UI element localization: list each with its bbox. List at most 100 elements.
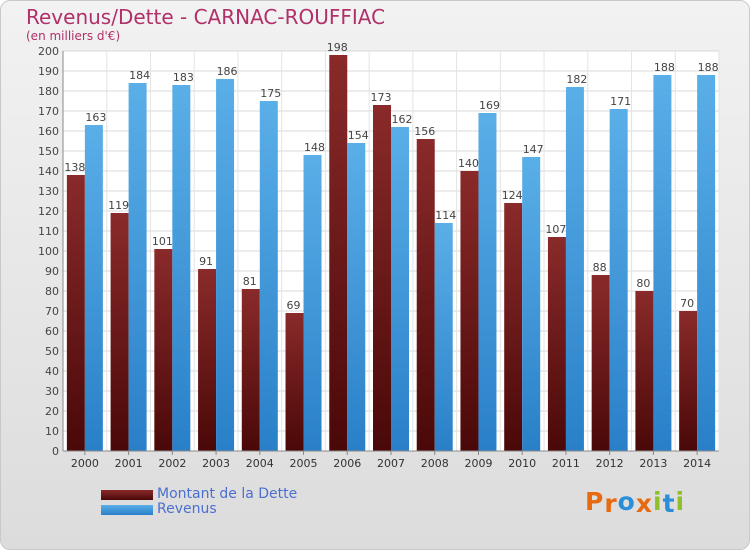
- bar-debt-2008: [416, 139, 435, 451]
- bar-revenus-2014: [697, 75, 716, 451]
- bar-revenus-2002: [172, 85, 191, 451]
- logo-letter: o: [617, 487, 636, 516]
- x-tick-label: 2005: [290, 457, 318, 470]
- bar-debt-2007: [373, 105, 391, 451]
- y-tick-label: 170: [38, 105, 59, 118]
- x-tick-label: 2008: [421, 457, 449, 470]
- legend-swatch-debt: [101, 490, 153, 500]
- logo-letter: i: [653, 487, 663, 516]
- y-tick-label: 110: [38, 225, 59, 238]
- y-tick-label: 40: [45, 365, 59, 378]
- data-label-revenus-2000: 163: [85, 111, 106, 124]
- bar-debt-2002: [154, 249, 173, 451]
- y-tick-label: 190: [38, 65, 59, 78]
- y-tick-label: 130: [38, 185, 59, 198]
- data-label-revenus-2009: 169: [479, 99, 500, 112]
- data-label-revenus-2004: 175: [260, 87, 281, 100]
- bar-revenus-2001: [128, 83, 147, 451]
- logo-letter: r: [604, 489, 618, 518]
- x-tick-label: 2010: [508, 457, 536, 470]
- logo-letter: i: [675, 487, 686, 516]
- y-tick-label: 90: [45, 265, 59, 278]
- y-tick-label: 30: [45, 385, 59, 398]
- data-label-revenus-2003: 186: [217, 65, 238, 78]
- data-label-revenus-2001: 184: [129, 69, 150, 82]
- legend-swatch-revenus: [101, 505, 153, 515]
- bar-debt-2000: [66, 175, 85, 451]
- y-tick-label: 80: [45, 285, 59, 298]
- data-label-revenus-2006: 154: [348, 129, 369, 142]
- y-tick-label: 160: [38, 125, 59, 138]
- chart-subtitle: (en milliers d'€): [26, 29, 121, 43]
- data-label-debt-2009: 140: [458, 157, 479, 170]
- x-tick-label: 2009: [464, 457, 492, 470]
- bar-revenus-2011: [565, 87, 584, 451]
- bar-debt-2005: [285, 313, 304, 451]
- y-tick-label: 200: [38, 45, 59, 58]
- x-tick-label: 2011: [552, 457, 580, 470]
- y-tick-label: 180: [38, 85, 59, 98]
- data-label-revenus-2007: 162: [392, 113, 413, 126]
- data-label-revenus-2011: 182: [566, 73, 587, 86]
- bar-revenus-2007: [391, 127, 409, 451]
- data-label-debt-2000: 138: [64, 161, 85, 174]
- bar-debt-2013: [635, 291, 654, 451]
- data-label-debt-2007: 173: [371, 91, 392, 104]
- bar-revenus-2009: [478, 113, 497, 451]
- data-label-debt-2008: 156: [414, 125, 435, 138]
- bar-debt-2006: [329, 55, 348, 451]
- y-tick-label: 10: [45, 425, 59, 438]
- data-label-debt-2005: 69: [287, 299, 301, 312]
- x-tick-label: 2000: [71, 457, 99, 470]
- data-label-debt-2014: 70: [680, 297, 694, 310]
- y-tick-label: 50: [45, 345, 59, 358]
- bar-debt-2010: [504, 203, 523, 451]
- bar-debt-2004: [241, 289, 260, 451]
- proxiti-logo: Proxiti: [585, 487, 686, 518]
- x-tick-label: 2013: [639, 457, 667, 470]
- y-tick-label: 100: [38, 245, 59, 258]
- bar-revenus-2006: [347, 143, 366, 451]
- data-label-revenus-2013: 188: [654, 61, 675, 74]
- data-label-debt-2003: 91: [199, 255, 213, 268]
- x-tick-label: 2001: [115, 457, 143, 470]
- data-labels: 138 163 119 184 101 183 91 186 81 175 69 148 198 154 1…: [64, 41, 718, 312]
- bar-revenus-2004: [259, 101, 278, 451]
- x-tick-label: 2012: [596, 457, 624, 470]
- data-label-revenus-2010: 147: [523, 143, 544, 156]
- bars: [66, 55, 716, 451]
- data-label-debt-2013: 80: [636, 277, 650, 290]
- data-label-debt-2006: 198: [327, 41, 348, 54]
- data-label-debt-2011: 107: [545, 223, 566, 236]
- data-label-debt-2004: 81: [243, 275, 257, 288]
- legend-label-revenus: Revenus: [157, 501, 217, 517]
- data-label-revenus-2008: 114: [435, 209, 456, 222]
- bar-debt-2011: [547, 237, 566, 451]
- data-label-debt-2001: 119: [108, 199, 129, 212]
- bar-revenus-2003: [216, 79, 235, 451]
- x-tick-label: 2002: [158, 457, 186, 470]
- bar-debt-2001: [110, 213, 129, 451]
- logo-letter: P: [585, 487, 605, 516]
- x-tick-label: 2014: [683, 457, 711, 470]
- y-tick-label: 140: [38, 165, 59, 178]
- y-tick-label: 20: [45, 405, 59, 418]
- bar-revenus-2012: [609, 109, 628, 451]
- x-tick-label: 2006: [333, 457, 361, 470]
- bar-debt-2014: [679, 311, 698, 451]
- data-label-debt-2010: 124: [502, 189, 523, 202]
- bar-revenus-2008: [434, 223, 453, 451]
- y-tick-label: 120: [38, 205, 59, 218]
- logo-letter: x: [635, 489, 653, 518]
- data-label-revenus-2012: 171: [610, 95, 631, 108]
- bar-debt-2003: [198, 269, 217, 451]
- data-label-revenus-2014: 188: [698, 61, 719, 74]
- x-tick-label: 2003: [202, 457, 230, 470]
- x-tick-label: 2007: [377, 457, 405, 470]
- bar-revenus-2000: [84, 125, 103, 451]
- chart-title: Revenus/Dette - CARNAC-ROUFFIAC: [26, 5, 386, 29]
- bar-revenus-2013: [653, 75, 672, 451]
- bar-debt-2009: [460, 171, 479, 451]
